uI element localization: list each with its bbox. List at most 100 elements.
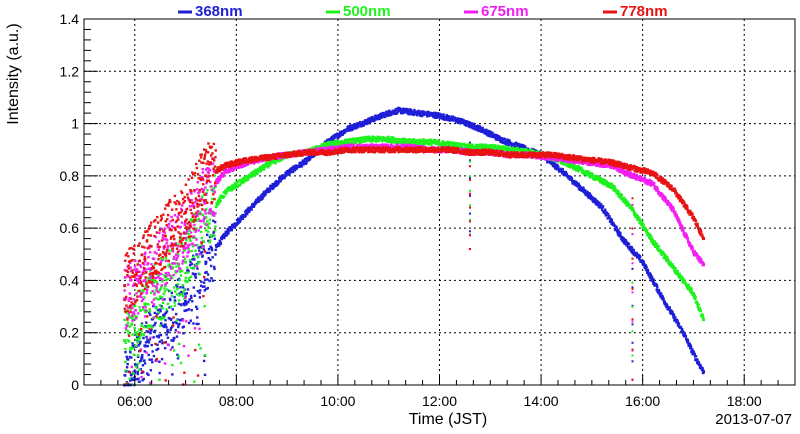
scatter-point (195, 322, 198, 326)
trace-point (266, 163, 270, 166)
trace-point (378, 117, 381, 121)
trace-point (349, 124, 352, 127)
trace-point (506, 148, 509, 152)
trace-point (504, 149, 507, 152)
trace-point (475, 147, 478, 150)
trace-point (144, 341, 148, 344)
trace-point (246, 178, 249, 182)
trace-point (359, 122, 363, 125)
trace-point (355, 140, 358, 143)
trace-point (169, 298, 172, 302)
trace-point (187, 233, 191, 236)
trace-point (390, 136, 393, 139)
trace-point (204, 262, 207, 266)
trace-point (610, 182, 614, 186)
trace-point (150, 263, 153, 266)
trace-point (158, 360, 161, 363)
trace-point (177, 323, 180, 327)
trace-point (197, 261, 200, 264)
trace-point (479, 143, 482, 146)
trace-point (587, 170, 590, 174)
trace-point (642, 260, 646, 264)
trace-point (641, 225, 644, 228)
trace-point (550, 162, 553, 166)
trace-point (192, 204, 196, 208)
trace-point (333, 141, 336, 144)
trace-point (133, 327, 136, 330)
trace-point (178, 249, 181, 252)
trace-point (149, 291, 153, 295)
trace-point (243, 178, 247, 181)
trace-point (613, 185, 616, 188)
trace-point (272, 187, 275, 190)
trace-point (500, 137, 503, 140)
trace-point (498, 136, 502, 139)
trace-point (206, 167, 210, 170)
trace-point (142, 263, 146, 266)
trace-point (177, 244, 180, 248)
trace-point (660, 249, 663, 253)
trace-point (181, 294, 185, 298)
trace-point (174, 271, 178, 274)
trace-point (214, 212, 217, 215)
trace-point (488, 129, 491, 133)
trace-point (171, 262, 174, 265)
scatter-point (196, 316, 199, 319)
trace-point (151, 257, 155, 260)
trace-point (671, 263, 674, 266)
trace-point (174, 220, 178, 224)
trace-point (152, 354, 156, 358)
trace-point (684, 335, 688, 338)
trace-point (667, 258, 670, 262)
trace-point (123, 268, 127, 272)
scatter-point (202, 359, 206, 363)
trace-point (656, 291, 660, 294)
trace-point (150, 326, 153, 329)
trace-point (677, 322, 681, 325)
trace-point (189, 239, 192, 243)
trace-point (341, 133, 345, 136)
trace-point (357, 125, 360, 128)
dip-point (631, 305, 634, 308)
trace-point (195, 198, 198, 202)
trace-point (127, 275, 130, 278)
trace-point (510, 149, 514, 153)
trace-point (169, 220, 172, 223)
trace-point (370, 115, 374, 119)
trace-point (359, 140, 363, 144)
trace-point (626, 241, 629, 245)
trace-point (347, 125, 350, 128)
trace-point (483, 145, 486, 149)
trace-point (438, 116, 441, 119)
trace-point (156, 347, 160, 351)
trace-point (433, 111, 436, 115)
trace-point (392, 110, 395, 113)
trace-point (139, 290, 142, 293)
trace-point (149, 276, 152, 280)
trace-point (662, 298, 665, 301)
trace-point (581, 188, 584, 191)
trace-point (667, 308, 671, 311)
trace-point (135, 378, 138, 381)
dip-point (468, 146, 471, 149)
trace-point (197, 212, 201, 216)
trace-point (142, 298, 145, 301)
trace-point (127, 283, 130, 286)
trace-point (406, 111, 410, 114)
trace-point (169, 265, 172, 268)
trace-point (291, 170, 295, 174)
trace-point (170, 318, 173, 321)
trace-point (660, 292, 663, 295)
trace-point (165, 242, 168, 245)
trace-point (629, 204, 632, 207)
trace-point (164, 259, 168, 263)
trace-point (638, 258, 641, 261)
trace-point (234, 182, 238, 186)
trace-point (690, 288, 693, 291)
trace-point (410, 113, 413, 116)
trace-point (199, 212, 202, 215)
trace-point (191, 300, 194, 303)
trace-point (188, 277, 191, 280)
trace-point (172, 257, 176, 260)
trace-point (676, 320, 679, 323)
